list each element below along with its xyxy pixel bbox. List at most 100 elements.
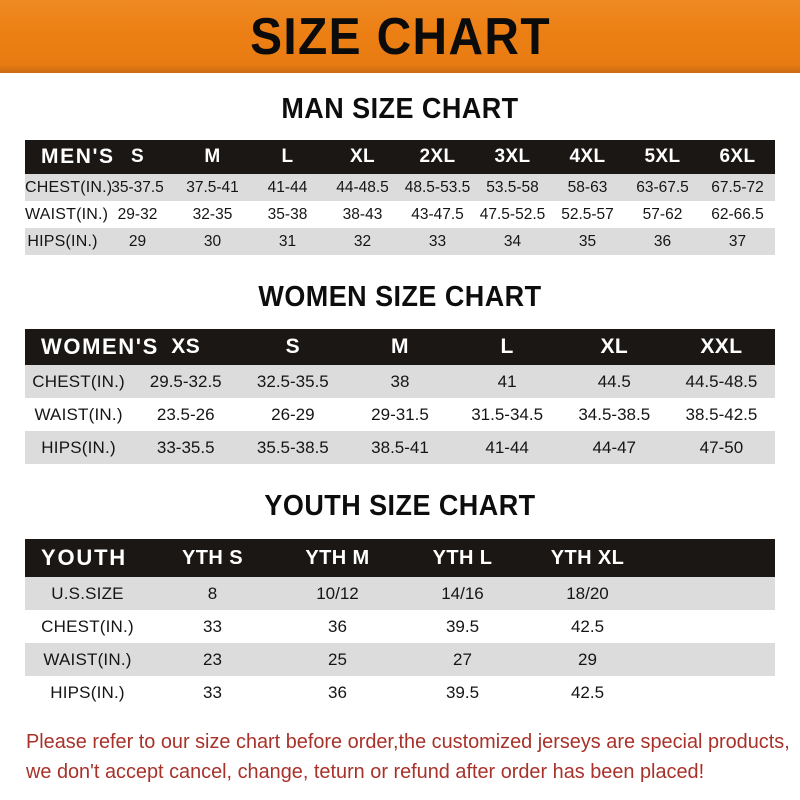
youth-row-label-2: WAIST(IN.) (25, 643, 150, 676)
man-cell-2-1: 30 (175, 228, 250, 255)
table-row: HIPS(IN.) 33 36 39.5 42.5 (25, 676, 775, 709)
man-col-6: 4XL (569, 146, 606, 167)
youth-cell-3-0: 33 (150, 676, 275, 709)
women-col-0: XS (171, 335, 201, 358)
youth-col-2: YTH L (432, 546, 493, 569)
man-cell-2-2: 31 (250, 228, 325, 255)
women-row-header-label: WOMEN'S (41, 334, 159, 359)
youth-table-head: YOUTH YTH S YTH M YTH L YTH XL (25, 539, 775, 577)
women-cell-1-3: 31.5-34.5 (453, 398, 561, 431)
women-cell-2-5: 47-50 (667, 431, 775, 464)
women-cell-1-2: 29-31.5 (346, 398, 454, 431)
man-row-label-2: HIPS(IN.) (25, 228, 100, 255)
section-title-youth: YOUTH SIZE CHART (264, 490, 536, 522)
section-women: WOMEN SIZE CHART WOMEN'S XS S M L XL XXL… (0, 281, 800, 464)
women-cell-0-5: 44.5-48.5 (667, 365, 775, 398)
man-col-1: M (204, 146, 221, 167)
women-cell-1-0: 23.5-26 (132, 398, 240, 431)
man-row-label-0: CHEST(IN.) (25, 174, 112, 201)
man-col-5: 3XL (494, 146, 531, 167)
man-cell-1-7: 57-62 (625, 201, 700, 228)
women-table-head: WOMEN'S XS S M L XL XXL (25, 329, 775, 365)
women-size-table: WOMEN'S XS S M L XL XXL CHEST(IN.) 29.5-… (25, 329, 775, 464)
women-cell-2-3: 41-44 (453, 431, 561, 464)
youth-cell-2-pad (650, 643, 775, 676)
table-header-row: YOUTH YTH S YTH M YTH L YTH XL (25, 539, 775, 577)
man-cell-2-4: 33 (400, 228, 475, 255)
man-cell-1-5: 47.5-52.5 (475, 201, 550, 228)
table-row: CHEST(IN.) 35-37.5 37.5-41 41-44 44-48.5… (25, 174, 775, 201)
man-cell-0-3: 44-48.5 (325, 174, 400, 201)
man-col-2: L (281, 146, 294, 167)
table-row: WAIST(IN.) 23 25 27 29 (25, 643, 775, 676)
man-cell-0-2: 41-44 (250, 174, 325, 201)
youth-cell-0-1: 10/12 (275, 577, 400, 610)
man-cell-0-7: 63-67.5 (625, 174, 700, 201)
spacer-man-title (25, 126, 775, 140)
man-cell-1-6: 52.5-57 (550, 201, 625, 228)
man-cell-1-1: 32-35 (175, 201, 250, 228)
women-col-1: S (285, 335, 301, 358)
youth-cell-2-3: 29 (525, 643, 650, 676)
youth-col-pad (650, 539, 775, 577)
youth-cell-1-pad (650, 610, 775, 643)
youth-table-body: U.S.SIZE 8 10/12 14/16 18/20 CHEST(IN.) … (25, 577, 775, 709)
man-cell-0-8: 67.5-72 (700, 174, 775, 201)
man-row-label-1: WAIST(IN.) (25, 201, 108, 228)
women-cell-1-5: 38.5-42.5 (667, 398, 775, 431)
table-row: U.S.SIZE 8 10/12 14/16 18/20 (25, 577, 775, 610)
man-cell-1-2: 35-38 (250, 201, 325, 228)
youth-row-header-label: YOUTH (41, 545, 127, 570)
spacer-after-man (0, 255, 800, 281)
women-row-label-2: HIPS(IN.) (25, 431, 133, 464)
table-header-row: WOMEN'S XS S M L XL XXL (25, 329, 775, 365)
youth-col-1: YTH M (305, 546, 370, 569)
page-title: SIZE CHART (249, 7, 551, 66)
table-row: CHEST(IN.) 29.5-32.5 32.5-35.5 38 41 44.… (25, 365, 775, 398)
table-row: WAIST(IN.) 23.5-26 26-29 29-31.5 31.5-34… (25, 398, 775, 431)
youth-cell-2-1: 25 (275, 643, 400, 676)
man-size-table: MEN'S S M L XL 2XL 3XL 4XL 5XL 6XL CHEST… (25, 140, 775, 255)
women-row-label-0: CHEST(IN.) (25, 365, 133, 398)
women-cell-0-0: 29.5-32.5 (132, 365, 240, 398)
man-cell-0-5: 53.5-58 (475, 174, 550, 201)
women-cell-2-0: 33-35.5 (132, 431, 240, 464)
women-cell-1-1: 26-29 (239, 398, 347, 431)
disclaimer-line-2: we don't accept cancel, change, teturn o… (26, 760, 705, 783)
women-row-label-1: WAIST(IN.) (25, 398, 133, 431)
table-row: HIPS(IN.) 33-35.5 35.5-38.5 38.5-41 41-4… (25, 431, 775, 464)
man-row-header-label: MEN'S (41, 145, 115, 168)
youth-cell-0-0: 8 (150, 577, 275, 610)
man-col-3: XL (349, 146, 376, 167)
spacer-after-women (0, 464, 800, 490)
spacer-after-youth (0, 709, 800, 727)
women-cell-0-2: 38 (346, 365, 454, 398)
man-col-7: 5XL (644, 146, 681, 167)
women-cell-2-1: 35.5-38.5 (239, 431, 347, 464)
spacer-after-banner (0, 73, 800, 93)
table-header-row: MEN'S S M L XL 2XL 3XL 4XL 5XL 6XL (25, 140, 775, 174)
man-cell-1-3: 38-43 (325, 201, 400, 228)
spacer-youth-title (25, 523, 775, 539)
man-cell-2-6: 35 (550, 228, 625, 255)
man-cell-2-5: 34 (475, 228, 550, 255)
man-cell-0-1: 37.5-41 (175, 174, 250, 201)
spacer-women-title (25, 314, 775, 329)
women-table-body: CHEST(IN.) 29.5-32.5 32.5-35.5 38 41 44.… (25, 365, 775, 464)
section-man: MAN SIZE CHART MEN'S S M L XL 2XL 3XL 4X… (0, 93, 800, 255)
women-col-5: XXL (700, 335, 743, 358)
man-cell-2-0: 29 (100, 228, 175, 255)
women-col-3: L (500, 335, 514, 358)
women-cell-0-1: 32.5-35.5 (239, 365, 347, 398)
man-cell-2-7: 36 (625, 228, 700, 255)
disclaimer-line-1: Please refer to our size chart before or… (26, 730, 790, 753)
youth-row-label-1: CHEST(IN.) (25, 610, 150, 643)
youth-cell-1-0: 33 (150, 610, 275, 643)
man-col-8: 6XL (719, 146, 756, 167)
man-table-head: MEN'S S M L XL 2XL 3XL 4XL 5XL 6XL (25, 140, 775, 174)
youth-size-table: YOUTH YTH S YTH M YTH L YTH XL U.S.SIZE … (25, 539, 775, 709)
man-cell-1-4: 43-47.5 (400, 201, 475, 228)
youth-cell-3-3: 42.5 (525, 676, 650, 709)
section-title-man: MAN SIZE CHART (281, 93, 519, 125)
youth-cell-1-1: 36 (275, 610, 400, 643)
